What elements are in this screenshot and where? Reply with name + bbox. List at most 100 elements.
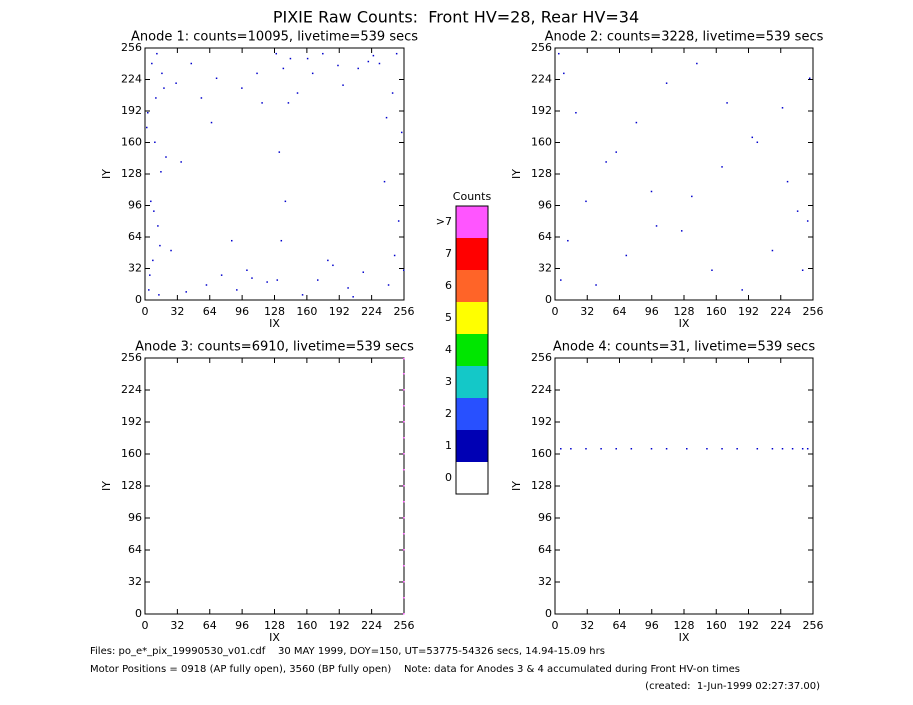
point — [393, 254, 396, 257]
point — [282, 67, 285, 70]
plot-frame — [554, 47, 814, 301]
point — [625, 254, 628, 257]
point — [301, 294, 304, 296]
x-tick-label: 192 — [738, 305, 759, 318]
y-tick-label: 64 — [128, 543, 142, 556]
point — [402, 421, 405, 423]
colorbar-label: 4 — [445, 343, 452, 356]
point — [154, 141, 156, 144]
point — [801, 269, 804, 271]
y-axis-label: IY — [510, 169, 523, 179]
x-tick-label: 160 — [706, 619, 727, 632]
point — [296, 92, 299, 94]
point — [756, 141, 759, 144]
point — [275, 52, 278, 55]
point — [575, 111, 577, 114]
point — [165, 156, 167, 158]
colorbar-cell — [456, 430, 488, 462]
colorbar-label: 0 — [445, 471, 452, 484]
x-tick-label: 32 — [580, 619, 594, 632]
point — [711, 269, 713, 271]
point — [402, 269, 405, 271]
point — [148, 289, 150, 291]
y-tick-label: 32 — [128, 575, 142, 588]
point — [395, 52, 398, 55]
point — [150, 200, 152, 203]
x-tick-label: 0 — [142, 619, 149, 632]
point — [306, 57, 309, 60]
x-tick-label: 160 — [296, 305, 317, 318]
y-tick-label: 256 — [531, 351, 552, 364]
point — [151, 62, 153, 65]
point — [387, 284, 390, 286]
colorbar-cell — [456, 462, 488, 494]
point — [327, 259, 329, 262]
x-tick-label: 160 — [296, 619, 317, 632]
y-tick-label: 192 — [121, 104, 142, 117]
colorbar-cell — [456, 206, 488, 238]
point — [786, 180, 789, 183]
y-tick-label: 256 — [121, 41, 142, 54]
colorbar-cell — [456, 302, 488, 334]
point — [756, 448, 759, 450]
point — [276, 279, 279, 281]
x-tick-label: 64 — [613, 619, 627, 632]
y-tick-label: 160 — [531, 136, 552, 149]
y-tick-label: 128 — [531, 479, 552, 492]
point — [781, 448, 784, 450]
point — [215, 77, 218, 80]
x-tick-label: 32 — [580, 305, 594, 318]
y-tick-label: 160 — [531, 447, 552, 460]
y-tick-label: 96 — [538, 199, 552, 212]
point — [402, 453, 405, 455]
colorbar-label: 6 — [445, 279, 452, 292]
point — [159, 244, 161, 247]
colorbar-label: 1 — [445, 439, 452, 452]
point — [378, 62, 381, 65]
point — [801, 448, 804, 450]
point — [402, 373, 405, 375]
point — [402, 469, 405, 471]
x-axis-label: IX — [269, 631, 280, 644]
panel-title: Anode 3: counts=6910, livetime=539 secs — [135, 340, 414, 355]
point — [402, 405, 405, 407]
colorbar-label: 2 — [445, 407, 452, 420]
footer-motor: Motor Positions = 0918 (AP fully open), … — [90, 664, 740, 675]
y-tick-label: 96 — [128, 511, 142, 524]
point — [791, 448, 794, 450]
point — [751, 136, 754, 139]
y-tick-label: 160 — [121, 447, 142, 460]
point — [147, 111, 149, 114]
page-title: PIXIE Raw Counts: Front HV=28, Rear HV=3… — [273, 8, 639, 27]
point — [402, 517, 405, 519]
point — [311, 72, 314, 75]
point — [402, 501, 405, 503]
point — [383, 180, 386, 183]
x-axis-label: IX — [269, 317, 280, 330]
y-tick-label: 128 — [121, 479, 142, 492]
y-tick-label: 0 — [545, 607, 552, 620]
point — [771, 249, 774, 252]
point — [665, 448, 668, 450]
panel-title: Anode 1: counts=10095, livetime=539 secs — [131, 30, 418, 45]
x-tick-label: 256 — [394, 619, 415, 632]
colorbar-label: 7 — [445, 247, 452, 260]
x-tick-label: 192 — [329, 619, 350, 632]
x-tick-label: 256 — [803, 619, 824, 632]
point — [585, 448, 587, 450]
point — [686, 448, 688, 450]
y-tick-label: 64 — [538, 230, 552, 243]
y-tick-label: 32 — [538, 575, 552, 588]
point — [771, 448, 774, 450]
x-tick-label: 96 — [235, 619, 249, 632]
point — [655, 225, 658, 227]
y-tick-label: 64 — [538, 543, 552, 556]
point — [402, 549, 405, 551]
point — [402, 485, 405, 487]
x-tick-label: 192 — [738, 619, 759, 632]
point — [220, 274, 223, 276]
x-tick-label: 224 — [770, 305, 791, 318]
plot-frame — [144, 357, 405, 615]
point — [595, 284, 597, 286]
colorbar-frame — [455, 205, 489, 495]
